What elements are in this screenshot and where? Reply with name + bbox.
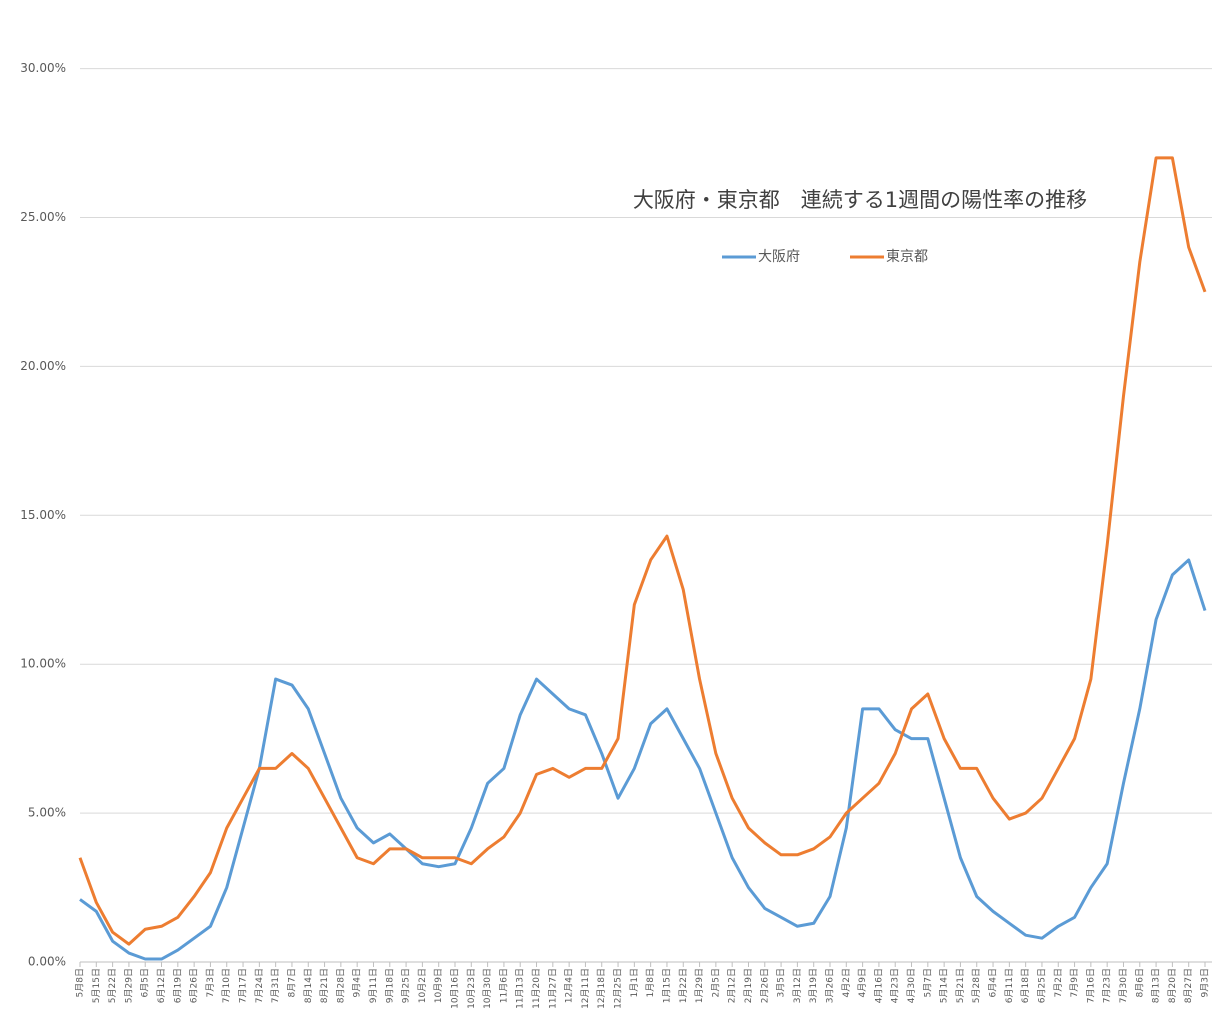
x-tick-label: 5月14日 (939, 968, 950, 1003)
x-tick-label: 4月30日 (906, 968, 917, 1003)
x-tick-label: 5月8日 (75, 968, 86, 997)
x-tick-label: 5月28日 (971, 968, 982, 1003)
x-tick-label: 3月19日 (808, 968, 819, 1003)
x-tick-label: 5月7日 (922, 968, 933, 997)
x-tick-label: 2月19日 (743, 968, 754, 1003)
x-tick-label: 11月6日 (498, 968, 509, 1003)
x-tick-label: 5月22日 (107, 968, 118, 1003)
x-tick-label: 9月3日 (1200, 968, 1211, 997)
x-tick-label: 11月13日 (515, 968, 526, 1009)
legend-label: 東京都 (886, 249, 928, 265)
y-tick-label: 10.00% (20, 657, 66, 671)
x-tick-label: 8月7日 (286, 968, 297, 997)
chart-title: 大阪府・東京都 連続する1週間の陽性率の推移 (633, 188, 1087, 212)
x-tick-label: 6月5日 (140, 968, 151, 997)
x-tick-label: 8月20日 (1167, 968, 1178, 1003)
x-tick-label: 7月3日 (205, 968, 216, 997)
x-tick-label: 9月25日 (401, 968, 412, 1003)
x-tick-label: 1月8日 (645, 968, 656, 997)
x-tick-label: 7月2日 (1053, 968, 1064, 997)
x-tick-label: 1月29日 (694, 968, 705, 1003)
y-tick-label: 0.00% (28, 955, 66, 969)
x-tick-label: 8月14日 (303, 968, 314, 1003)
x-tick-label: 6月26日 (189, 968, 200, 1003)
y-tick-label: 5.00% (28, 806, 66, 820)
x-tick-label: 9月18日 (384, 968, 395, 1003)
x-tick-label: 5月15日 (91, 968, 102, 1003)
x-tick-label: 3月5日 (776, 968, 787, 997)
x-tick-label: 3月12日 (792, 968, 803, 1003)
x-tick-label: 2月5日 (710, 968, 721, 997)
x-tick-label: 10月9日 (433, 968, 444, 1003)
x-tick-label: 6月19日 (172, 968, 183, 1003)
x-tick-label: 8月13日 (1151, 968, 1162, 1003)
x-tick-label: 6月25日 (1036, 968, 1047, 1003)
x-tick-label: 1月22日 (678, 968, 689, 1003)
x-tick-label: 11月27日 (547, 968, 558, 1009)
x-tick-label: 7月10日 (221, 968, 232, 1003)
y-tick-label: 15.00% (20, 508, 66, 522)
x-tick-label: 10月23日 (466, 968, 477, 1009)
x-tick-label: 8月21日 (319, 968, 330, 1003)
x-tick-label: 8月27日 (1183, 968, 1194, 1003)
x-tick-label: 4月9日 (857, 968, 868, 997)
x-tick-label: 7月17日 (238, 968, 249, 1003)
x-tick-label: 7月30日 (1118, 968, 1129, 1003)
x-tick-label: 3月26日 (825, 968, 836, 1003)
x-tick-label: 10月30日 (482, 968, 493, 1009)
x-tick-label: 6月12日 (156, 968, 167, 1003)
x-tick-label: 12月11日 (580, 968, 591, 1009)
series-line (79, 558, 1207, 961)
x-tick-label: 12月25日 (613, 968, 624, 1009)
x-tick-label: 5月29日 (123, 968, 134, 1003)
x-tick-label: 12月4日 (564, 968, 575, 1003)
x-tick-label: 12月18日 (596, 968, 607, 1009)
y-tick-label: 20.00% (20, 359, 66, 373)
x-tick-label: 6月18日 (1020, 968, 1031, 1003)
x-tick-label: 11月20日 (531, 968, 542, 1009)
series-line (78, 156, 1207, 946)
x-tick-label: 2月26日 (759, 968, 770, 1003)
x-tick-label: 7月23日 (1102, 968, 1113, 1003)
x-tick-label: 8月28日 (335, 968, 346, 1003)
x-tick-label: 5月21日 (955, 968, 966, 1003)
x-tick-label: 4月2日 (841, 968, 852, 997)
x-tick-label: 6月4日 (988, 968, 999, 997)
x-tick-label: 7月16日 (1085, 968, 1096, 1003)
y-tick-label: 25.00% (20, 210, 66, 224)
x-tick-label: 10月16日 (450, 968, 461, 1009)
x-tick-label: 1月15日 (661, 968, 672, 1003)
x-tick-label: 7月9日 (1069, 968, 1080, 997)
x-tick-label: 7月31日 (270, 968, 281, 1003)
y-tick-label: 30.00% (20, 61, 66, 75)
x-tick-label: 8月6日 (1134, 968, 1145, 997)
x-tick-label: 10月2日 (417, 968, 428, 1003)
x-tick-label: 9月11日 (368, 968, 379, 1003)
x-tick-label: 2月12日 (727, 968, 738, 1003)
x-tick-label: 6月11日 (1004, 968, 1015, 1003)
x-tick-label: 4月16日 (873, 968, 884, 1003)
x-tick-label: 1月1日 (629, 968, 640, 997)
x-tick-label: 4月23日 (890, 968, 901, 1003)
x-tick-label: 9月4日 (352, 968, 363, 997)
legend-label: 大阪府 (758, 249, 800, 265)
x-tick-label: 7月24日 (254, 968, 265, 1003)
